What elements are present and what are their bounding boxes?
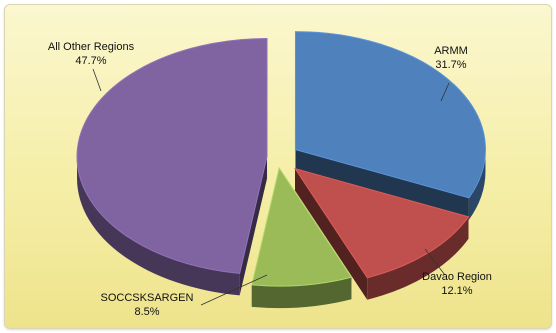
slice-wall-1-1 <box>295 168 368 300</box>
slice-name-label: SOCCSKSARGEN <box>101 292 194 304</box>
slice-side-1-0 <box>367 216 469 300</box>
slice-side-2-0 <box>251 277 352 309</box>
slice-wall-0-1 <box>295 149 469 220</box>
pie-slice-all-other-regions <box>76 38 268 274</box>
pie-chart: ARMM 31.7% Davao Region 12.1% SOCCSKSARGEN 8.… <box>48 31 492 318</box>
slice-wall-3-0 <box>239 156 268 296</box>
pie-slices <box>76 31 486 287</box>
slice-name-label: ARMM <box>434 45 468 57</box>
leader-line-1 <box>424 248 446 276</box>
slice-value-label: 8.5% <box>134 306 159 318</box>
chart-area: ARMM 31.7% Davao Region 12.1% SOCCSKSARGEN 8.… <box>4 4 552 329</box>
slice-value-label: 12.1% <box>441 285 472 297</box>
pie-slice-davao-region <box>293 167 470 279</box>
slice-name-label: Davao Region <box>422 271 492 283</box>
slice-value-label: 31.7% <box>435 59 466 71</box>
leader-line-2 <box>200 274 268 306</box>
leader-lines <box>92 68 450 306</box>
slice-side-3-0 <box>77 156 240 296</box>
leader-line-3 <box>92 68 102 92</box>
leader-line-0 <box>440 82 450 102</box>
slice-value-label: 47.7% <box>75 55 106 67</box>
slice-labels: ARMM 31.7% Davao Region 12.1% SOCCSKSARGEN 8.… <box>48 41 492 318</box>
pie-slice-armm <box>294 31 486 199</box>
pie-slice-soccsksargen <box>251 166 353 287</box>
slice-name-label: All Other Regions <box>48 41 135 53</box>
